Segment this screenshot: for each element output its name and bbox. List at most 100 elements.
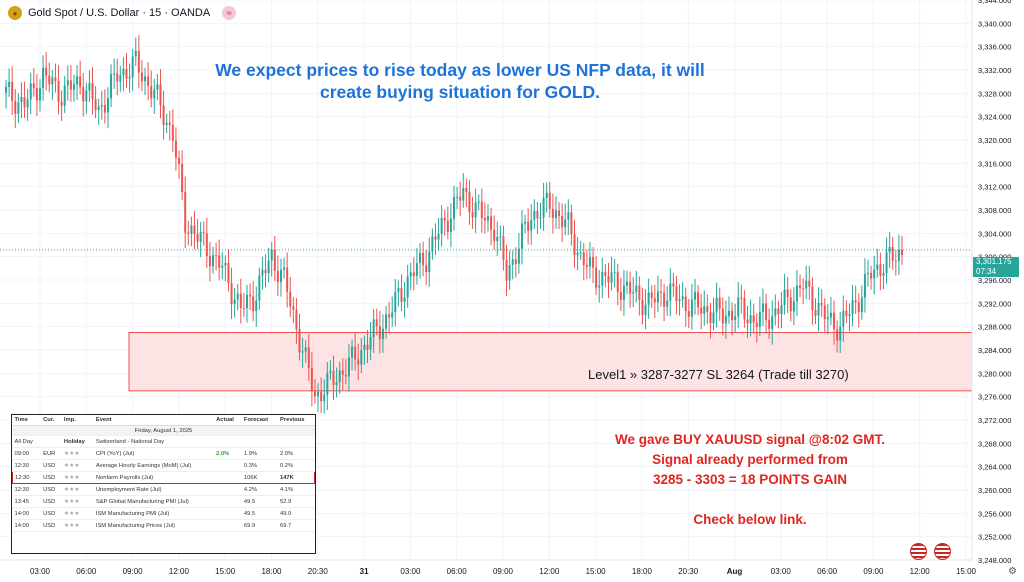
candle-body (134, 50, 137, 57)
candle-body (684, 296, 687, 312)
candle-body (737, 297, 740, 317)
candle-body (876, 264, 879, 270)
candle-body (564, 219, 567, 228)
candle-body (462, 187, 465, 201)
candle-body (255, 300, 258, 312)
headline-line-2: create buying situation for GOLD. (319, 82, 601, 102)
y-tick-label: 3,288.000 (978, 323, 1011, 332)
candle-body (860, 297, 863, 313)
candle-body (323, 394, 326, 402)
candle-body (79, 76, 82, 88)
candle-body (530, 219, 533, 231)
candle-body (777, 308, 780, 315)
us-flag-icon[interactable] (910, 543, 927, 560)
candle-body (378, 326, 381, 340)
y-tick-label: 3,320.000 (978, 136, 1011, 145)
candle-body (771, 315, 774, 329)
candle-body (520, 223, 523, 249)
candle-body (57, 80, 60, 102)
candle-body (724, 316, 727, 324)
calendar-cell-imp: ★★★ (61, 459, 94, 472)
candle-body (122, 68, 125, 76)
candle-body (289, 291, 292, 307)
candle-body (718, 297, 721, 309)
candle-body (360, 350, 363, 365)
calendar-row: 14:00 USD ★★★ ISM Manufacturing Prices (Jul… (12, 519, 315, 532)
candle-body (641, 299, 644, 316)
calendar-cell-actual (214, 519, 242, 532)
us-flag-icon[interactable] (934, 543, 951, 560)
symbol-title[interactable]: Gold Spot / U.S. Dollar · 15 · OANDA (28, 7, 211, 19)
signal-line-3: 3285 - 3303 = 18 POINTS GAIN (653, 472, 847, 487)
col-currency: Cur. (41, 415, 62, 426)
y-tick-label: 3,308.000 (978, 206, 1011, 215)
calendar-cell-time: 12:30 (12, 483, 42, 496)
wave-icon[interactable]: ≈ (222, 6, 237, 20)
candle-body (329, 370, 332, 373)
candle-body (607, 275, 610, 283)
calendar-cell-actual (214, 495, 242, 508)
current-price-value: 3,301.175 (976, 257, 1012, 266)
candle-body (354, 346, 357, 360)
candle-body (434, 236, 437, 240)
y-tick-label: 3,304.000 (978, 229, 1011, 238)
candle-body (879, 264, 882, 276)
candle-body (570, 212, 573, 235)
candle-body (561, 215, 564, 228)
candle-body (542, 197, 545, 218)
candle-body (567, 212, 570, 220)
calendar-cell-time: 12:30 (12, 471, 42, 484)
calendar-cell-actual: 2.0% (214, 447, 242, 460)
candle-body (706, 306, 709, 312)
y-tick-label: 3,316.000 (978, 159, 1011, 168)
col-forecast: Forecast (241, 415, 278, 426)
calendar-cell-forecast: 1.9% (241, 447, 278, 460)
candle-body (51, 77, 54, 85)
candle-body (505, 260, 508, 281)
calendar-cell-time: 12:30 (12, 459, 42, 472)
candle-body (672, 283, 675, 287)
calendar-cell-event: Unemployment Rate (Jul) (93, 483, 215, 496)
calendar-cell-time: 09:00 (12, 447, 42, 460)
candle-body (660, 291, 663, 293)
candle-body (610, 272, 613, 283)
calendar-cell-cur: USD (41, 507, 62, 520)
candle-body (224, 263, 227, 266)
candle-body (116, 73, 119, 82)
col-previous: Previous (277, 415, 315, 426)
x-tick-label: Aug (727, 567, 743, 576)
candle-body (156, 84, 159, 90)
candle-body (715, 297, 718, 313)
buy-zone (128, 332, 973, 392)
candle-body (477, 201, 480, 203)
candle-body (867, 272, 870, 274)
candle-body (304, 347, 307, 352)
col-time: Time (12, 415, 42, 426)
candle-body (91, 83, 94, 99)
candle-body (97, 106, 100, 111)
candle-body (870, 272, 873, 279)
candle-body (366, 344, 369, 350)
candle-body (187, 232, 190, 234)
candle-body (332, 370, 335, 385)
candle-body (347, 357, 350, 377)
candle-body (446, 220, 449, 232)
gear-icon[interactable]: ⚙ (1008, 566, 1017, 577)
candle-body (85, 90, 88, 102)
y-tick-label: 3,344.000 (978, 0, 1011, 5)
current-price-tag: 3,301.175 07:34 (973, 257, 1019, 277)
x-tick-label: 06:00 (76, 567, 97, 576)
candle-body (443, 217, 446, 221)
x-tick-label: 09:00 (863, 567, 884, 576)
candle-body (369, 337, 372, 350)
economic-calendar: Time Cur. Imp. Event Actual Forecast Pre… (11, 414, 316, 554)
x-tick-label: 15:00 (586, 567, 607, 576)
candle-body (110, 74, 113, 99)
candle-body (23, 96, 26, 108)
x-tick-label: 31 (360, 567, 369, 576)
candle-body (802, 288, 805, 290)
calendar-cell-actual (214, 435, 242, 448)
y-tick-label: 3,292.000 (978, 299, 1011, 308)
candle-body (687, 311, 690, 317)
